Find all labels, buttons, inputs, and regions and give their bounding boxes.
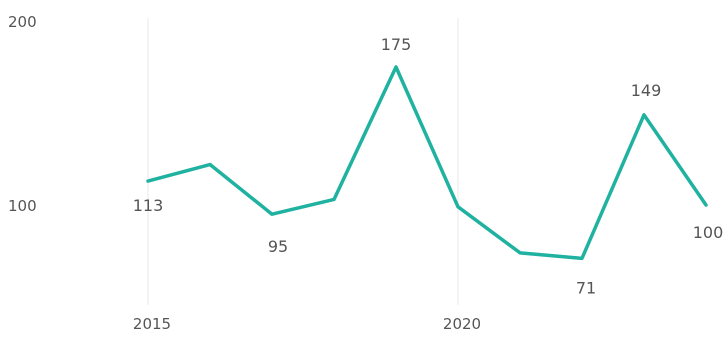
label-layer: 113 95 175 71 149 100 xyxy=(133,35,724,297)
grid-layer xyxy=(147,18,459,305)
data-label-2022: 71 xyxy=(576,278,596,297)
point-2016 xyxy=(208,163,212,167)
series-line xyxy=(146,65,708,261)
y-tick-label-1: 200 xyxy=(8,13,37,31)
point-2023 xyxy=(642,113,646,117)
y-tick-label-2: 100 xyxy=(8,197,37,215)
line-layer xyxy=(146,65,708,261)
point-2020 xyxy=(456,205,460,209)
x-tick-label-1: 2015 xyxy=(133,315,171,333)
point-2024 xyxy=(704,203,708,207)
point-2018 xyxy=(332,197,336,201)
point-2022 xyxy=(580,256,584,260)
data-label-2023: 149 xyxy=(631,81,662,100)
data-label-2015: 113 xyxy=(133,196,164,215)
point-2021 xyxy=(518,251,522,255)
point-2017 xyxy=(270,212,274,216)
data-label-2017: 95 xyxy=(268,237,288,256)
point-2019 xyxy=(394,65,398,69)
point-2015 xyxy=(146,179,150,183)
data-label-2024: 100 xyxy=(693,223,724,242)
x-tick-label-2: 2020 xyxy=(443,315,481,333)
tick-layer: 200 100 2015 2020 xyxy=(8,13,481,333)
data-label-2019: 175 xyxy=(381,35,412,54)
